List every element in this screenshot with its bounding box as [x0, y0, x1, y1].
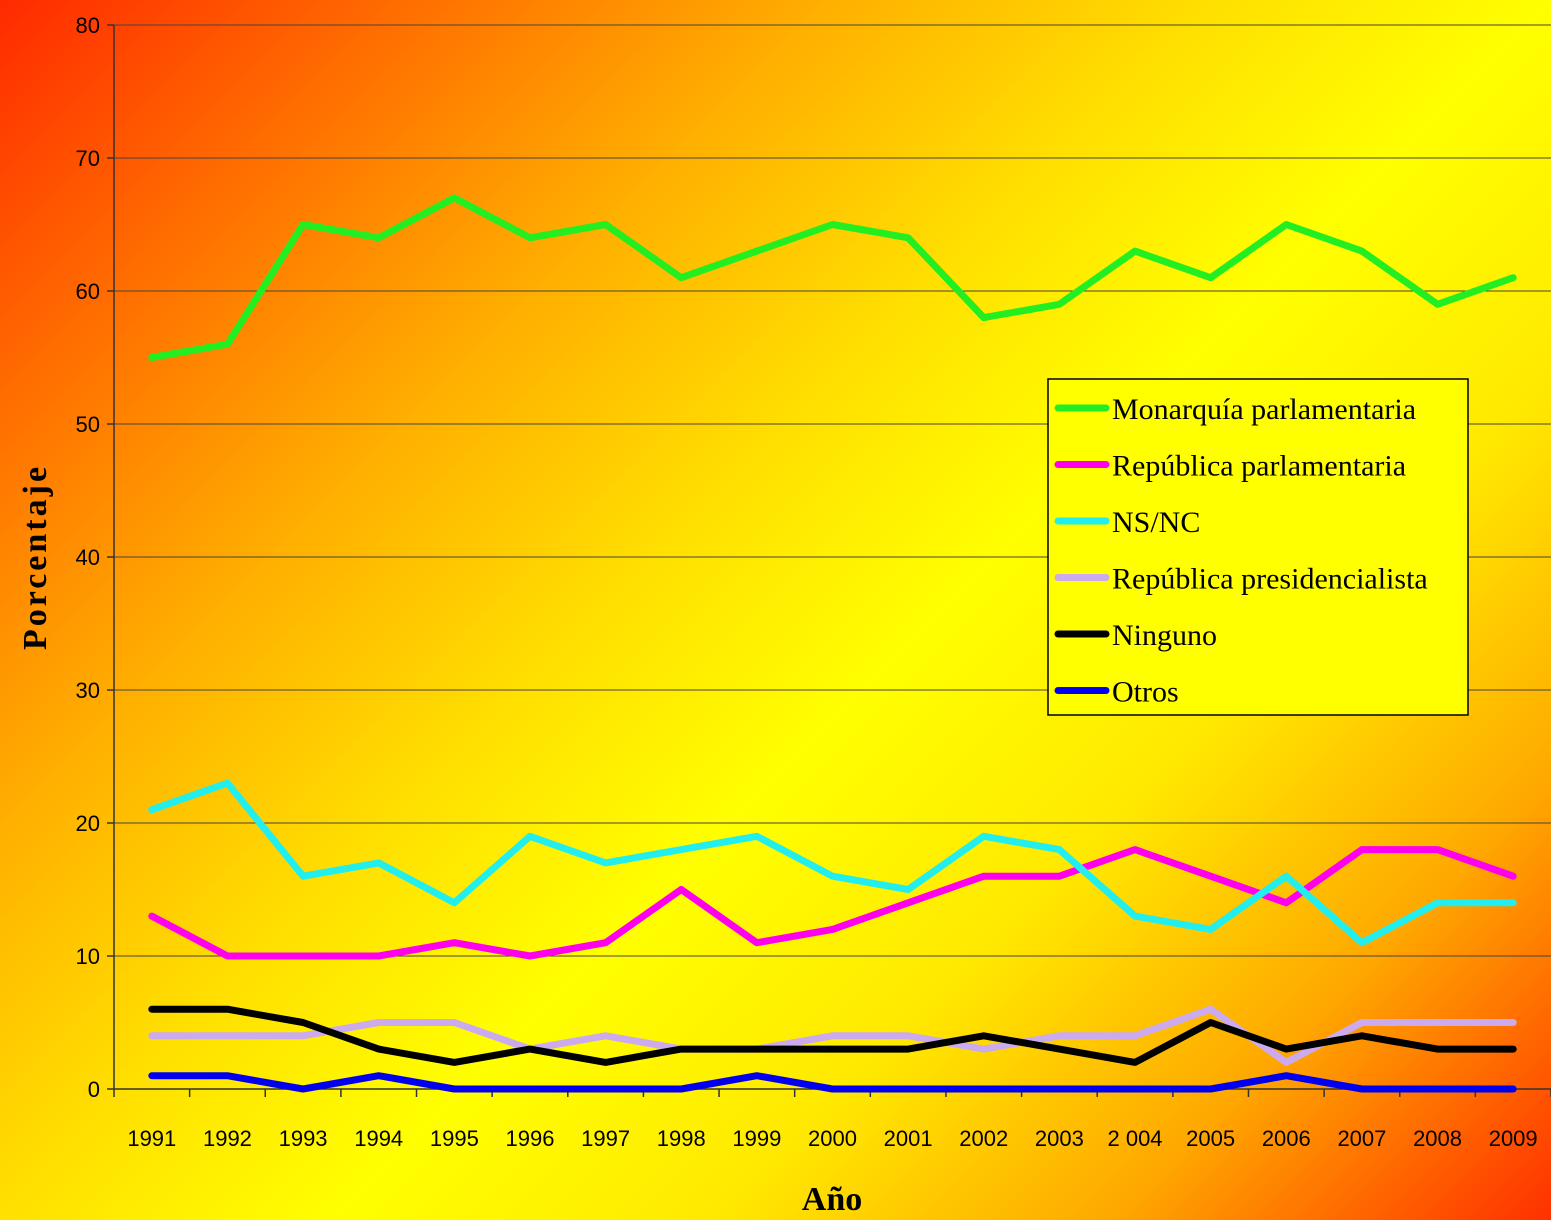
x-tick-label: 2000 — [808, 1126, 857, 1151]
series-line-1 — [148, 194, 1517, 361]
legend-label: República parlamentaria — [1112, 450, 1406, 483]
x-tick-label: 2007 — [1337, 1126, 1386, 1151]
legend: Monarquía parlamentaria República parlame… — [1047, 378, 1469, 716]
x-tick-label: 2003 — [1035, 1126, 1084, 1151]
x-tick-label: 1993 — [279, 1126, 328, 1151]
y-tick-label: 70 — [76, 146, 100, 171]
series-line-3 — [148, 779, 1517, 947]
x-tick-label: 1996 — [505, 1126, 554, 1151]
x-tick-label: 2008 — [1413, 1126, 1462, 1151]
series-line-5 — [148, 1005, 1517, 1066]
x-tick-label: 2005 — [1186, 1126, 1235, 1151]
x-tick-label: 1997 — [581, 1126, 630, 1151]
y-tick-label: 0 — [88, 1077, 100, 1102]
legend-label: República presidencialista — [1112, 563, 1428, 596]
y-tick-label: 30 — [76, 678, 100, 703]
series-line-2 — [148, 846, 1517, 960]
series-lines — [148, 194, 1517, 1093]
x-axis-title: Año — [802, 1181, 862, 1218]
series-line-4 — [148, 1005, 1517, 1066]
y-tick-label: 40 — [76, 545, 100, 570]
x-tick-label: 1999 — [732, 1126, 781, 1151]
x-tick-label: 1994 — [354, 1126, 403, 1151]
legend-label: NS/NC — [1112, 506, 1200, 539]
series-line-6 — [148, 1072, 1517, 1093]
y-tick-label: 10 — [76, 944, 100, 969]
x-tick-label: 2002 — [959, 1126, 1008, 1151]
legend-label: Ninguno — [1112, 619, 1217, 652]
legend-label: Monarquía parlamentaria — [1112, 393, 1416, 426]
x-tick-label: 2009 — [1489, 1126, 1538, 1151]
x-tick-label: 2001 — [884, 1126, 933, 1151]
legend-label: Otros — [1112, 676, 1179, 709]
y-tick-label: 80 — [76, 13, 100, 38]
x-tick-label: 1995 — [430, 1126, 479, 1151]
x-tick-label: 1991 — [127, 1126, 176, 1151]
x-tick-label: 1992 — [203, 1126, 252, 1151]
y-tick-label: 20 — [76, 811, 100, 836]
legend-box — [1047, 378, 1469, 716]
x-tick-label: 2006 — [1262, 1126, 1311, 1151]
gridlines — [114, 24, 1551, 957]
x-tick-label: 1998 — [657, 1126, 706, 1151]
y-tick-label: 50 — [76, 412, 100, 437]
y-tick-label: 60 — [76, 279, 100, 304]
x-tick-label: 2 004 — [1107, 1126, 1162, 1151]
y-axis-title: Porcentaje — [17, 464, 54, 650]
x-axis-ticks: 1991 1992 1993 1994 1995 1996 1997 1998 1999 2000… — [113, 1089, 1551, 1151]
y-axis-ticks: 0 10 20 30 40 50 60 70 80 — [76, 13, 114, 1102]
